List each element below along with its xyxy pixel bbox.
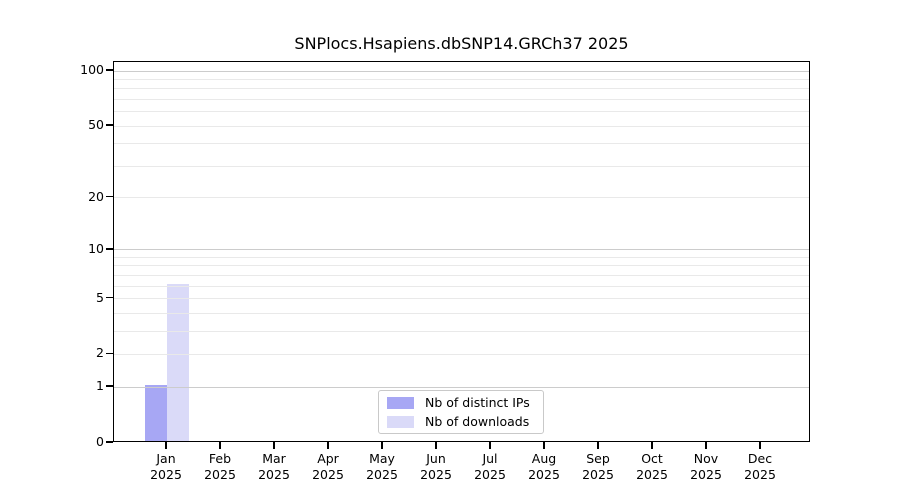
major-gridline xyxy=(114,386,809,388)
x-tick-month: Jul xyxy=(482,451,498,466)
minor-gridline xyxy=(114,165,809,167)
y-tick-label: 1 xyxy=(96,378,104,394)
x-tick-mark xyxy=(435,442,437,449)
x-tick-mark xyxy=(327,442,329,449)
gridlines-layer xyxy=(114,62,809,441)
bars-layer xyxy=(114,62,809,441)
x-tick-month: Jan xyxy=(156,451,176,466)
minor-gridline xyxy=(114,312,809,314)
y-tick-label: 0 xyxy=(96,434,104,449)
x-tick-year: 2025 xyxy=(474,467,506,482)
minor-gridline xyxy=(114,78,809,80)
y-tick-mark xyxy=(106,124,113,126)
minor-gridline xyxy=(114,265,809,267)
x-tick-month: Oct xyxy=(641,451,663,466)
y-tick-label: 10 xyxy=(88,240,104,256)
x-tick-month: Aug xyxy=(531,451,557,466)
x-tick-mark xyxy=(489,442,491,449)
x-tick-label: Jun 2025 xyxy=(408,451,464,483)
y-tick-label: 20 xyxy=(88,188,104,204)
y-tick-mark xyxy=(106,69,113,71)
x-tick-year: 2025 xyxy=(744,467,776,482)
minor-gridline xyxy=(114,111,809,113)
bar-downloads xyxy=(167,284,189,441)
x-tick-label: May 2025 xyxy=(354,451,410,483)
y-tick-mark xyxy=(106,296,113,299)
legend-label-distinct-ips: Nb of distinct IPs xyxy=(425,395,530,410)
x-tick-mark xyxy=(759,442,761,449)
legend-swatch-downloads xyxy=(387,415,414,428)
y-tick-mark xyxy=(106,385,113,387)
x-tick-year: 2025 xyxy=(636,467,668,482)
x-tick-label: Dec 2025 xyxy=(732,451,788,483)
x-tick-year: 2025 xyxy=(366,467,398,482)
x-tick-label: Mar 2025 xyxy=(246,451,302,483)
major-gridline xyxy=(114,70,809,72)
x-tick-mark xyxy=(543,442,545,449)
x-tick-year: 2025 xyxy=(690,467,722,482)
x-tick-mark xyxy=(651,442,653,449)
x-tick-label: Nov 2025 xyxy=(678,451,734,483)
y-tick-label: 5 xyxy=(96,289,104,305)
x-tick-label: Feb 2025 xyxy=(192,451,248,483)
minor-gridline xyxy=(114,143,809,145)
y-tick-mark xyxy=(106,195,113,198)
minor-gridline xyxy=(114,285,809,287)
x-tick-label: Jan 2025 xyxy=(138,451,194,483)
x-tick-mark xyxy=(381,442,383,449)
minor-gridline xyxy=(114,353,809,355)
minor-gridline xyxy=(114,197,809,199)
x-tick-label: Jul 2025 xyxy=(462,451,518,483)
major-gridline xyxy=(114,249,809,251)
x-tick-month: Nov xyxy=(693,451,719,466)
plot-area xyxy=(113,61,810,442)
minor-gridline xyxy=(114,274,809,276)
y-tick-mark xyxy=(106,352,113,355)
x-tick-month: Dec xyxy=(747,451,773,466)
y-tick-label: 100 xyxy=(80,62,104,77)
y-tick-label: 50 xyxy=(88,117,104,133)
x-tick-label: Sep 2025 xyxy=(570,451,626,483)
minor-gridline xyxy=(114,330,809,332)
x-tick-year: 2025 xyxy=(150,467,182,482)
legend-swatch-distinct-ips xyxy=(387,396,414,409)
x-tick-label: Oct 2025 xyxy=(624,451,680,483)
minor-gridline xyxy=(114,125,809,127)
legend-item-downloads: Nb of downloads xyxy=(387,414,543,430)
x-tick-month: Feb xyxy=(208,451,232,466)
x-tick-year: 2025 xyxy=(258,467,290,482)
x-tick-month: Apr xyxy=(317,451,339,466)
x-tick-month: Sep xyxy=(586,451,610,466)
legend: Nb of distinct IPs Nb of downloads xyxy=(378,390,544,434)
x-tick-year: 2025 xyxy=(582,467,614,482)
minor-gridline xyxy=(114,88,809,90)
x-tick-label: Aug 2025 xyxy=(516,451,572,483)
x-tick-label: Apr 2025 xyxy=(300,451,356,483)
y-tick-mark xyxy=(106,247,113,250)
bar-distinct-ips xyxy=(145,385,167,441)
minor-gridline xyxy=(114,256,809,258)
x-tick-year: 2025 xyxy=(528,467,560,482)
x-tick-mark xyxy=(273,442,275,449)
minor-gridline xyxy=(114,98,809,100)
x-tick-mark xyxy=(165,442,167,449)
x-tick-year: 2025 xyxy=(204,467,236,482)
x-tick-mark xyxy=(597,442,599,449)
x-tick-month: May xyxy=(369,451,395,466)
x-tick-year: 2025 xyxy=(312,467,344,482)
chart-title: SNPlocs.Hsapiens.dbSNP14.GRCh37 2025 xyxy=(294,34,629,53)
legend-label-downloads: Nb of downloads xyxy=(425,414,530,429)
x-tick-mark xyxy=(705,442,707,449)
y-tick-label: 2 xyxy=(96,345,104,361)
x-tick-month: Jun xyxy=(426,451,446,466)
minor-gridline xyxy=(114,298,809,300)
legend-item-distinct-ips: Nb of distinct IPs xyxy=(387,395,543,411)
x-tick-month: Mar xyxy=(262,451,286,466)
y-tick-mark xyxy=(106,441,113,443)
x-tick-year: 2025 xyxy=(420,467,452,482)
x-tick-mark xyxy=(219,442,221,449)
